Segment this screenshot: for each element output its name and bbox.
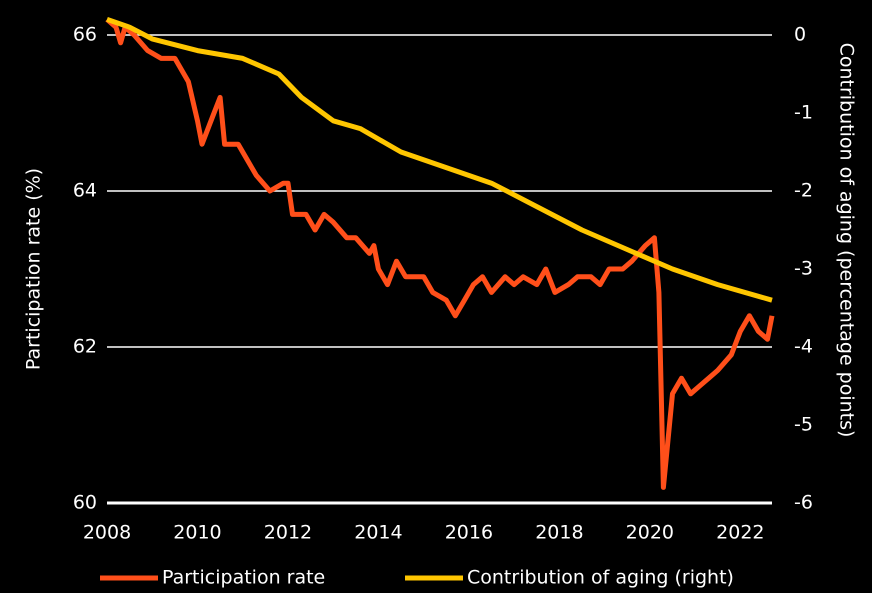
y2-tick-label: -2	[794, 180, 813, 202]
x-tick-label: 2010	[173, 522, 221, 544]
y-tick-label: 62	[73, 336, 97, 358]
y2-tick-label: -1	[794, 102, 813, 124]
y2-axis-title: Contribution of aging (percentage points…	[836, 43, 858, 438]
y-tick-label: 66	[73, 24, 97, 46]
x-tick-label: 2012	[264, 522, 312, 544]
data-line	[105, 17, 775, 490]
y-tick-label: 64	[73, 180, 97, 202]
y2-tick-label: -6	[794, 492, 813, 514]
y-tick-label: 60	[73, 492, 97, 514]
y-axis-title: Participation rate (%)	[23, 168, 45, 370]
x-tick-label: 2020	[626, 522, 674, 544]
x-tick-label: 2022	[716, 522, 764, 544]
x-tick-label: 2016	[445, 522, 493, 544]
x-tick-label: 2018	[535, 522, 583, 544]
legend-label: Participation rate	[162, 567, 325, 589]
y2-tick-label: -4	[794, 336, 813, 358]
x-tick-label: 2014	[354, 522, 402, 544]
x-tick-label: 2008	[83, 522, 131, 544]
y2-tick-label: 0	[794, 24, 806, 46]
legend-label: Contribution of aging (right)	[467, 567, 734, 589]
y2-tick-label: -5	[794, 414, 813, 436]
data-line	[106, 17, 773, 303]
y2-tick-label: -3	[794, 258, 813, 280]
